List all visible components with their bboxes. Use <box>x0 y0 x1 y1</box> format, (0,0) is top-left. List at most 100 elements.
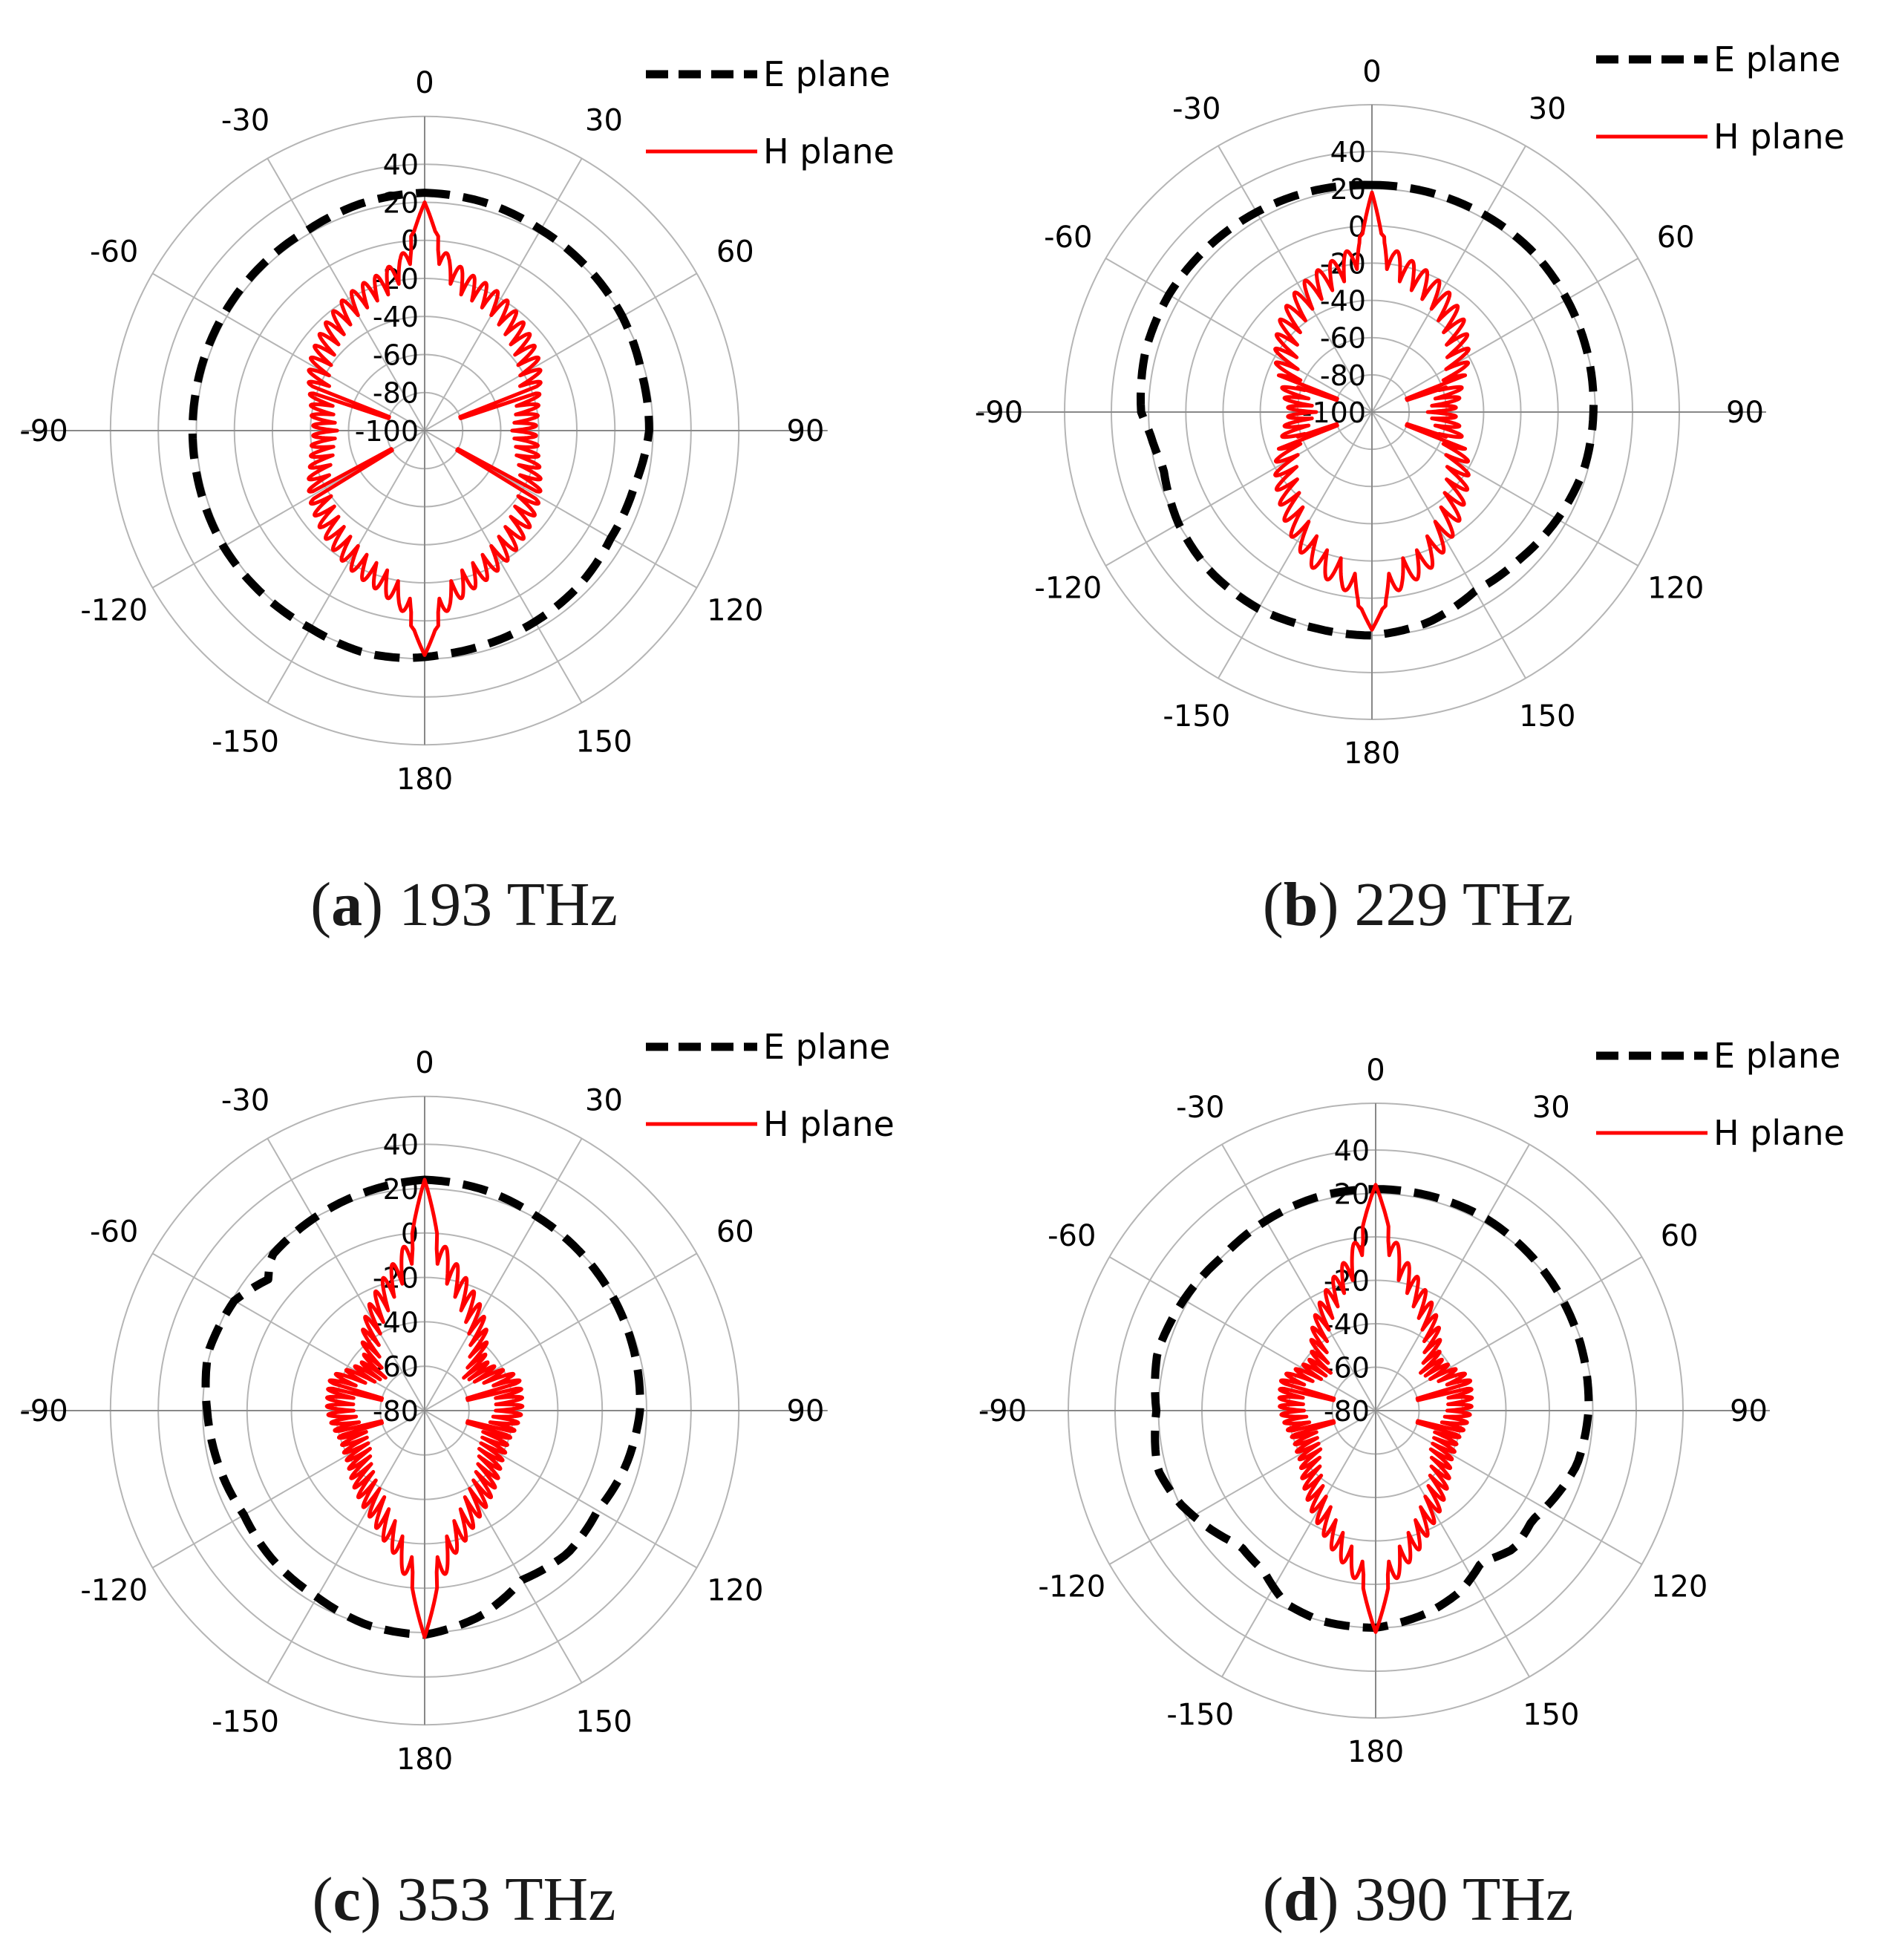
e-plane-line <box>1137 180 1598 640</box>
angle-tick-label: -30 <box>1172 92 1220 126</box>
angle-tick-label: 30 <box>1532 1091 1570 1125</box>
grid-spoke <box>1218 145 1373 413</box>
angle-tick-label: 180 <box>1347 1735 1404 1769</box>
radial-tick-label: -60 <box>1320 322 1366 355</box>
grid-spoke <box>424 1410 698 1569</box>
legend-e-label: E plane <box>1713 39 1840 79</box>
grid-spoke <box>267 1410 425 1684</box>
angle-tick-label: 120 <box>1651 1569 1708 1604</box>
angle-tick-label: -60 <box>1044 220 1092 255</box>
polar-panel-d: 0306090120150180-150-120-90-60-3040200-2… <box>978 1036 1845 1769</box>
radial-tick-label: 40 <box>383 1128 419 1161</box>
grid-spoke <box>1108 1410 1376 1565</box>
grid-spoke <box>424 1410 583 1684</box>
caption-d: (d) 390 THz <box>1262 1865 1574 1934</box>
legend: E plane H plane <box>646 54 895 172</box>
angle-tick-label: 90 <box>1726 396 1764 430</box>
angle-tick-label: 0 <box>415 66 434 100</box>
angle-tick-label: 0 <box>415 1046 434 1080</box>
grid-spoke <box>151 1252 425 1411</box>
angle-tick-label: -30 <box>221 1084 269 1118</box>
radial-tick-label: -60 <box>1324 1352 1370 1385</box>
legend: E plane H plane <box>1596 39 1845 157</box>
grid-spoke <box>424 1252 698 1411</box>
angle-tick-label: -150 <box>212 1705 279 1739</box>
angle-tick-label: -30 <box>1176 1091 1224 1125</box>
grid-spoke <box>267 1137 425 1411</box>
angle-tick-label: -90 <box>978 1394 1027 1428</box>
polar-panel-c: 0306090120150180-150-120-90-60-3040200-2… <box>19 1027 895 1777</box>
angle-tick-label: -60 <box>90 1215 138 1250</box>
angle-tick-label: 0 <box>1362 55 1381 89</box>
legend-e-label: E plane <box>1713 1036 1840 1076</box>
grid-spoke <box>424 272 698 431</box>
angle-tick-label: 150 <box>1523 1698 1579 1732</box>
angle-tick-label: 30 <box>585 104 623 138</box>
legend-e-label: E plane <box>763 1027 890 1067</box>
angle-tick-label: -90 <box>19 1394 68 1428</box>
h-plane-line <box>324 1177 525 1639</box>
grid-spoke <box>1371 411 1526 679</box>
grid-spoke <box>1221 1143 1376 1411</box>
grid-spoke <box>424 157 583 431</box>
angle-tick-label: -90 <box>975 396 1023 430</box>
polar-panel-b: 0306090120150180-150-120-90-60-3040200-2… <box>975 39 1845 771</box>
legend: E plane H plane <box>1596 1036 1845 1153</box>
grid-spoke <box>1108 1256 1376 1411</box>
angle-tick-label: 60 <box>716 1215 754 1250</box>
angle-tick-label: -150 <box>1163 699 1230 734</box>
angle-tick-label: 180 <box>396 762 453 797</box>
angle-tick-label: 90 <box>1730 1394 1768 1428</box>
angle-tick-label: -60 <box>1048 1219 1096 1253</box>
grid-spoke <box>424 1137 583 1411</box>
angle-tick-label: 120 <box>707 1574 763 1608</box>
angle-tick-label: 150 <box>575 725 632 759</box>
caption-c: (c) 353 THz <box>312 1865 616 1934</box>
legend-h-label: H plane <box>763 131 895 172</box>
grid-spoke <box>1371 145 1526 413</box>
grid-spoke <box>267 157 425 431</box>
angle-tick-label: 180 <box>396 1742 453 1777</box>
h-plane-line <box>1273 190 1471 632</box>
angle-tick-label: -60 <box>90 235 138 270</box>
angle-tick-label: -120 <box>1038 1569 1105 1604</box>
e-plane-line <box>188 189 653 662</box>
radial-tick-label: 40 <box>1330 136 1366 169</box>
legend-h-label: H plane <box>1713 117 1845 157</box>
legend-e-label: E plane <box>763 54 890 94</box>
grid-spoke <box>1375 1143 1530 1411</box>
grid-spoke <box>267 430 425 704</box>
h-plane-line <box>307 200 543 657</box>
angle-tick-label: 90 <box>787 414 825 448</box>
radial-tick-label: 40 <box>1334 1134 1370 1167</box>
caption-b: (b) 229 THz <box>1262 870 1574 939</box>
grid-spoke <box>1375 1410 1643 1565</box>
grid-spoke <box>424 430 583 704</box>
radial-tick-label: 40 <box>383 148 419 181</box>
grid-spoke <box>1105 411 1373 566</box>
angle-tick-label: -30 <box>221 104 269 138</box>
angle-tick-label: 30 <box>585 1084 623 1118</box>
angle-tick-label: -120 <box>80 1574 148 1608</box>
grid-spoke <box>1375 1410 1530 1678</box>
grid-spoke <box>1375 1256 1643 1411</box>
angle-tick-label: -120 <box>1034 571 1102 605</box>
angle-tick-label: 30 <box>1529 92 1566 126</box>
angle-tick-label: -90 <box>19 414 68 448</box>
angle-tick-label: 90 <box>787 1394 825 1428</box>
grid-spoke <box>151 1410 425 1569</box>
angle-tick-label: -150 <box>1166 1698 1234 1732</box>
radial-tick-label: -60 <box>373 339 419 371</box>
h-plane-line <box>1277 1183 1474 1634</box>
angle-tick-label: 150 <box>575 1705 632 1739</box>
grid-spoke <box>151 272 425 431</box>
angle-tick-label: 180 <box>1344 736 1400 771</box>
grid-spoke <box>1218 411 1373 679</box>
caption-a: (a) 193 THz <box>310 870 618 939</box>
radial-tick-label: -80 <box>373 377 419 410</box>
grid-spoke <box>1371 411 1639 566</box>
legend-h-label: H plane <box>763 1104 895 1144</box>
angle-tick-label: 60 <box>1657 220 1695 255</box>
angle-tick-label: -150 <box>212 725 279 759</box>
